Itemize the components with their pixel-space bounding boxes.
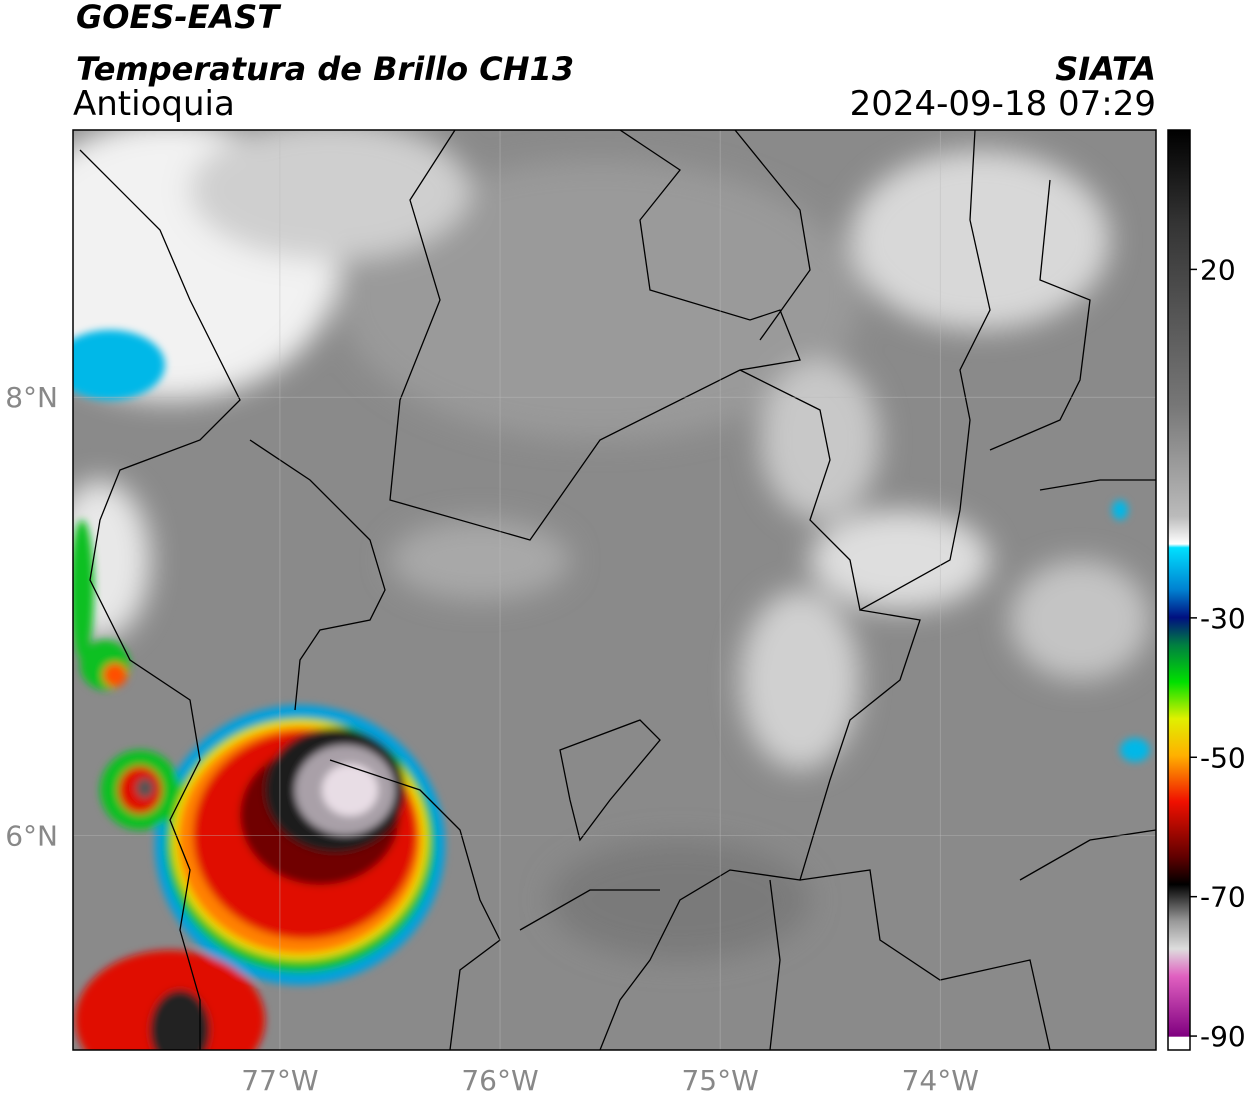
colorbar-label: -30 <box>1200 602 1246 635</box>
lon-label: 74°W <box>902 1064 979 1097</box>
borders <box>79 130 1156 1050</box>
lon-label: 75°W <box>681 1064 758 1097</box>
lon-label: 76°W <box>461 1064 538 1097</box>
colorbar-label: -50 <box>1200 741 1246 774</box>
lat-label: 6°N <box>5 819 58 852</box>
satellite: GOES-EAST <box>76 0 281 36</box>
lat-label: 8°N <box>5 381 58 414</box>
map-frame <box>72 129 1157 1051</box>
datetime: 2024-09-18 07:29 <box>850 84 1156 124</box>
product: Temperatura de Brillo CH13 <box>76 50 574 88</box>
colorbar-label: -90 <box>1200 1020 1246 1053</box>
source: SIATA <box>1055 50 1156 88</box>
satellite-image <box>73 130 1156 1050</box>
colorbar <box>1167 129 1191 1051</box>
colorbar-label: -70 <box>1200 881 1246 914</box>
graticule <box>73 130 1156 1050</box>
region: Antioquia <box>73 84 235 124</box>
lon-label: 77°W <box>241 1064 318 1097</box>
colorbar-label: 20 <box>1200 253 1236 286</box>
